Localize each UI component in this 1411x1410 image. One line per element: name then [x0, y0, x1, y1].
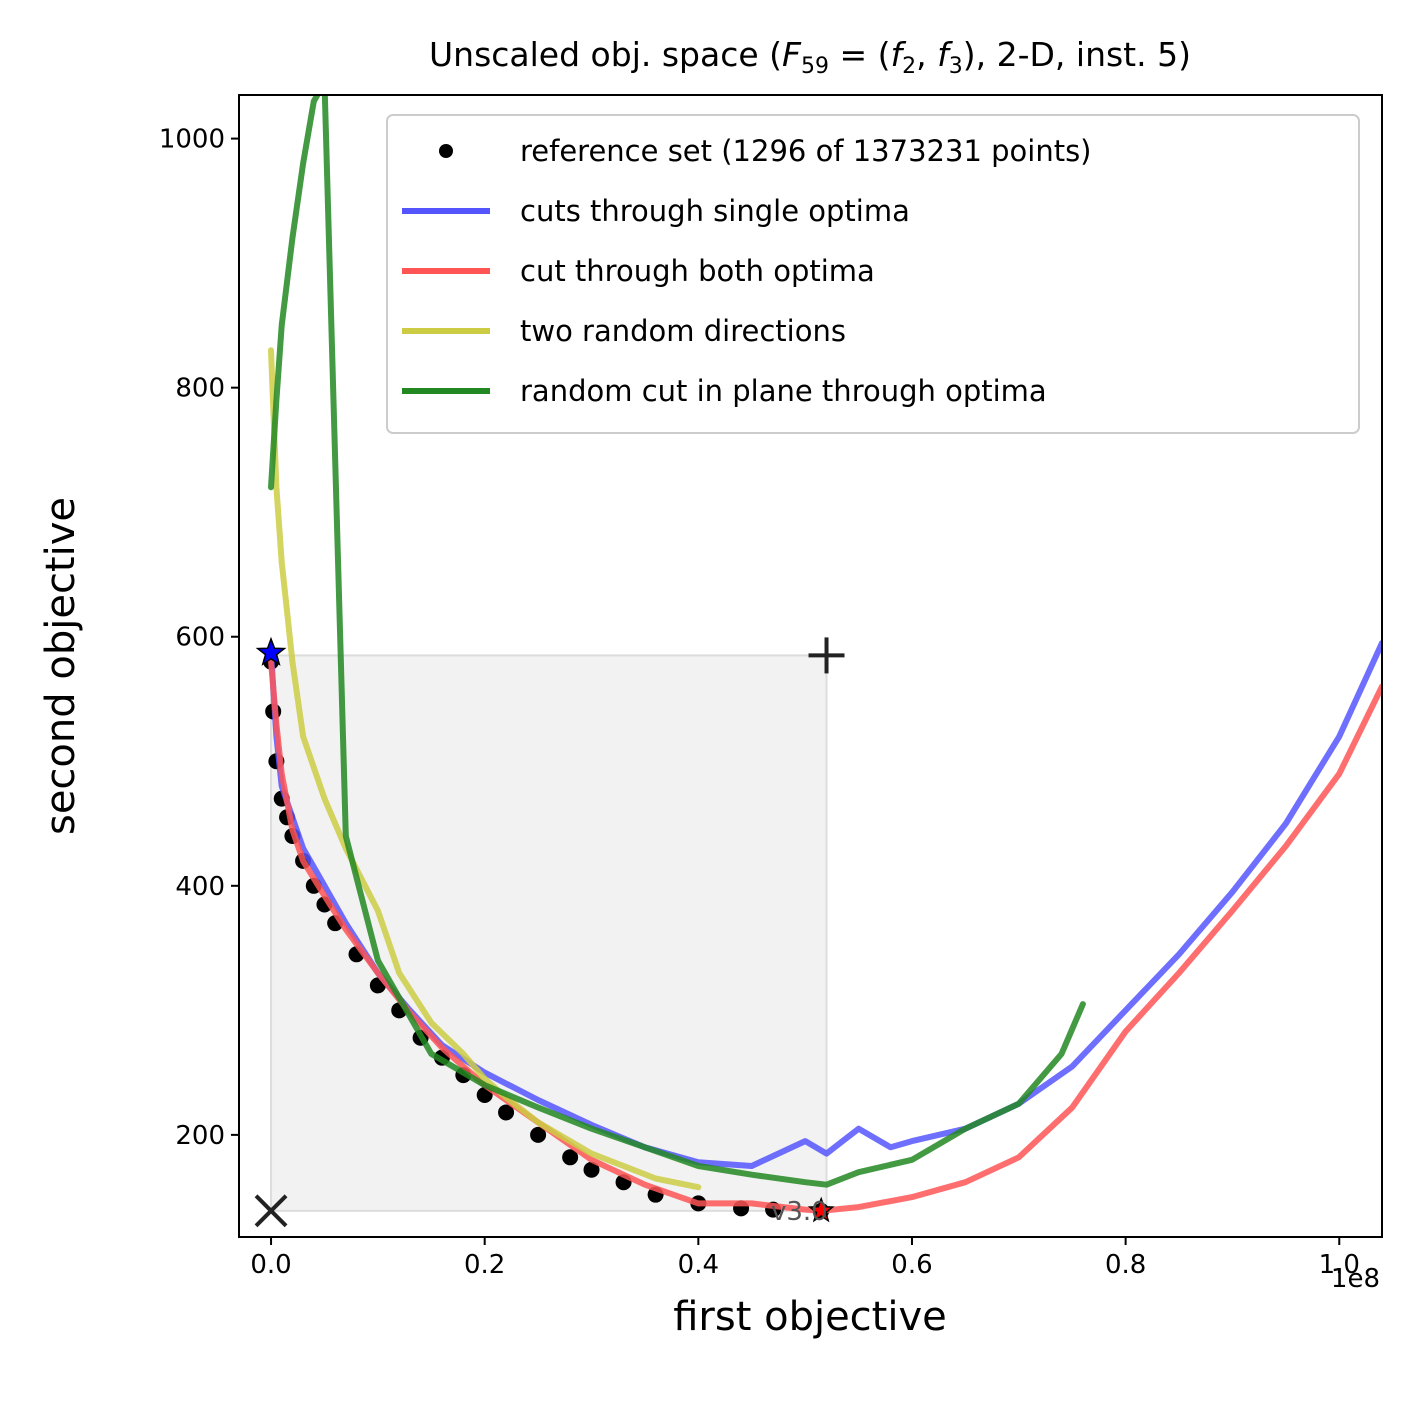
x-tick-label: 0.2 [464, 1250, 505, 1280]
legend-dot-marker [439, 144, 453, 158]
y-tick-label: 400 [175, 872, 225, 902]
x-axis-ticks: 0.0 0.2 0.4 0.6 0.8 1.0 [250, 1237, 1360, 1280]
legend-entry: cuts through single optima [402, 194, 910, 228]
x-axis-offset-label: 1e8 [1331, 1264, 1380, 1294]
y-tick-label: 1000 [159, 125, 225, 155]
x-tick-label: 0.8 [1105, 1250, 1146, 1280]
y-tick-label: 800 [175, 374, 225, 404]
chart-title: Unscaled obj. space (F59 = (f2, f3), 2-D… [429, 35, 1191, 79]
series-line-cuts-through-single-optima [268, 640, 1382, 1169]
series-layer [263, 95, 1382, 1219]
legend-box [386, 114, 1360, 434]
nadir-point-marker [808, 637, 845, 674]
x-tick-label: 0.6 [891, 1250, 932, 1280]
legend-label: cut through both optima [520, 254, 875, 288]
x-tick-label: 1.0 [1319, 1250, 1360, 1280]
optimum-1-star [255, 636, 287, 666]
series-line-cut-through-both-optima [268, 658, 1382, 1214]
y-tick-label: 200 [175, 1121, 225, 1151]
reference-point [530, 1126, 547, 1143]
y-axis-label: second objective [38, 497, 84, 835]
y-axis-ticks: 200 400 600 800 1000 [159, 125, 239, 1151]
dominated-region [270, 654, 828, 1212]
series-line-random-cut-in-plane-through-optima [268, 95, 1086, 1188]
legend-label: two random directions [520, 314, 846, 348]
legend-entry: two random directions [402, 314, 846, 348]
legend-label: cuts through single optima [520, 194, 910, 228]
legend-entry: reference set (1296 of 1373231 points) [439, 134, 1092, 168]
legend: reference set (1296 of 1373231 points) cu… [386, 114, 1360, 434]
reference-point [562, 1149, 579, 1166]
x-axis-label: first objective [673, 1294, 947, 1340]
version-annotation: v3.0 [771, 1197, 828, 1227]
legend-entry: cut through both optima [402, 254, 875, 288]
reference-point [498, 1104, 515, 1121]
legend-label: random cut in plane through optima [520, 374, 1047, 408]
legend-label: reference set (1296 of 1373231 points) [520, 134, 1092, 168]
x-tick-label: 0.0 [250, 1250, 291, 1280]
optimum-2-star [807, 1196, 835, 1223]
plot-area: v3.0 [255, 95, 1382, 1227]
ideal-point-marker [254, 1194, 288, 1228]
series-line-two-random-directions [268, 347, 702, 1191]
reference-point [583, 1161, 600, 1178]
x-tick-label: 0.4 [678, 1250, 719, 1280]
plot-frame [238, 94, 1383, 1238]
marker-layer: v3.0 [255, 636, 835, 1227]
y-tick-label: 600 [175, 623, 225, 653]
legend-entry: random cut in plane through optima [402, 374, 1047, 408]
